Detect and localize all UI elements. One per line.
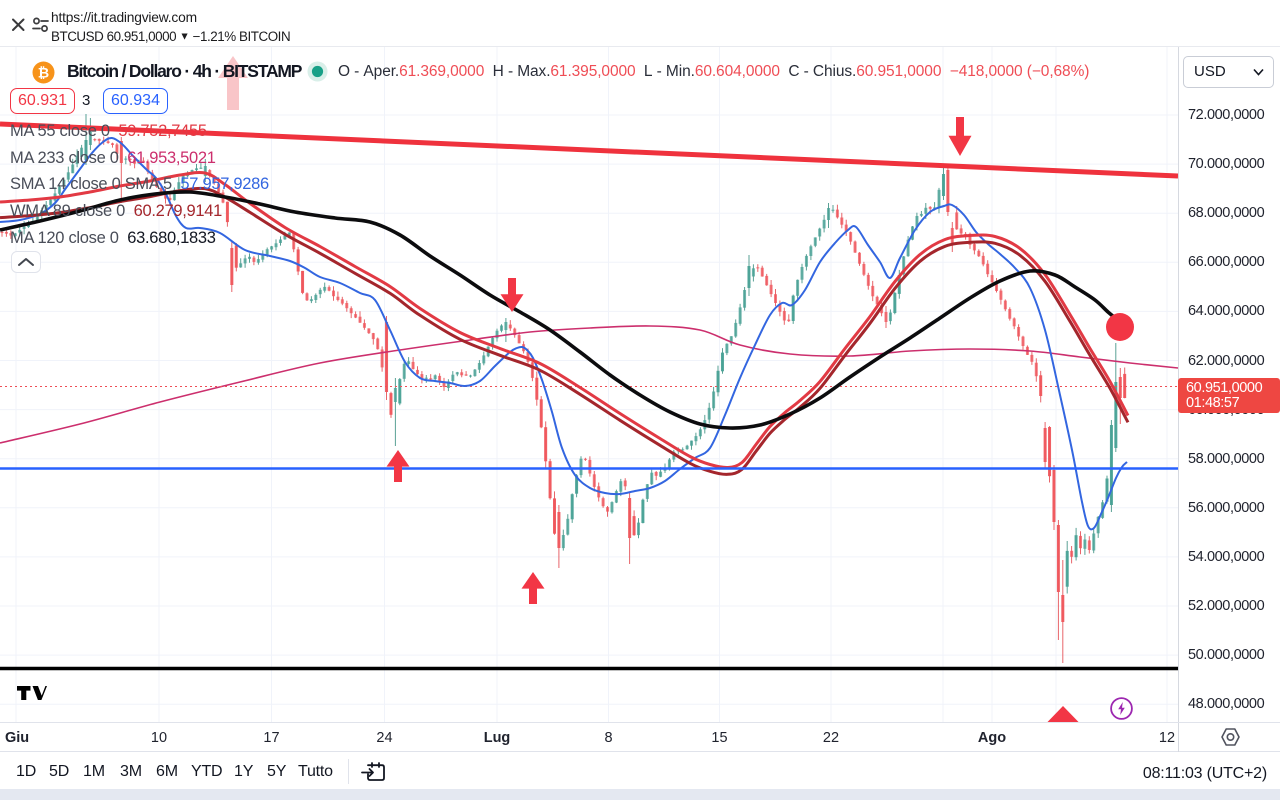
svg-text:₿: ₿: [38, 65, 49, 81]
